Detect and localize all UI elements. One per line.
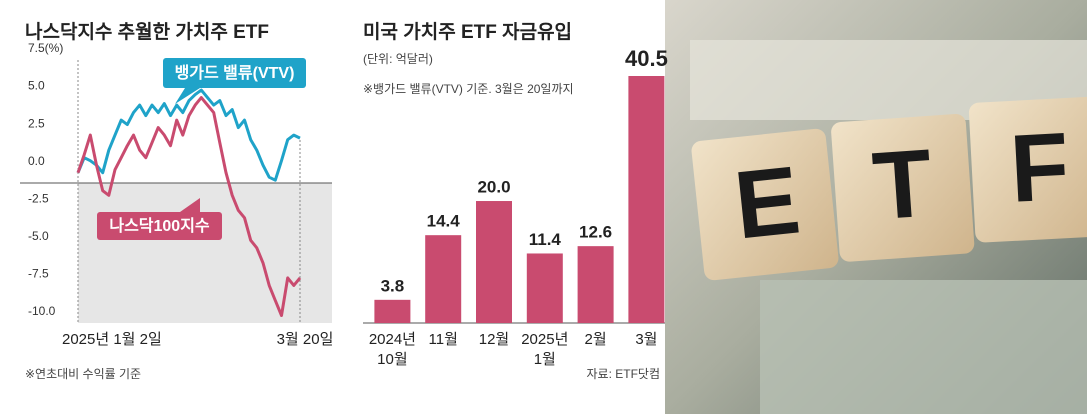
x-tick-label: 2025년 1월 xyxy=(521,331,568,368)
bar xyxy=(374,299,411,323)
y-tick-label: -5.0 xyxy=(28,229,49,243)
y-tick-label: 2.5 xyxy=(28,116,45,130)
negative-region xyxy=(78,183,332,323)
value-label: 14.4 xyxy=(427,212,461,231)
photo: E T F xyxy=(665,0,1087,414)
block xyxy=(691,128,839,281)
y-tick-label: 5.0 xyxy=(28,79,45,93)
x-tick-label: 11월 xyxy=(429,331,458,348)
legend-label: 나스닥100지수 xyxy=(109,217,210,235)
value-label: 12.6 xyxy=(579,223,612,242)
chart-title: 미국 가치주 ETF 자금유입 xyxy=(363,21,572,43)
x-tick-label: 3월 xyxy=(635,331,657,348)
value-label: 20.0 xyxy=(477,178,510,197)
legend-box xyxy=(163,58,306,88)
chart-note: ※뱅가드 밸류(VTV) 기준. 3월은 20일까지 xyxy=(363,82,574,96)
legend-box xyxy=(97,212,222,240)
legend-label: 뱅가드 밸류(VTV) xyxy=(175,64,295,82)
block-letter: T xyxy=(870,129,936,240)
block-letter: F xyxy=(1008,113,1072,223)
legend-pointer xyxy=(175,88,200,104)
block-letter: E xyxy=(730,146,805,259)
value-label: 40.5 xyxy=(625,46,668,71)
x-tick-label: 2월 xyxy=(585,331,607,348)
chart-title: 나스닥지수 추월한 가치주 ETF xyxy=(25,21,269,43)
footnote: ※연초대비 수익률 기준 xyxy=(25,367,141,381)
series-line xyxy=(76,88,301,182)
y-tick-label: 7.5(%) xyxy=(28,41,63,55)
value-label: 3.8 xyxy=(381,276,405,295)
y-tick-label: -10.0 xyxy=(28,304,56,318)
legend-pointer xyxy=(180,198,200,212)
chart-subtitle: (단위: 억달러) xyxy=(363,52,433,66)
bar xyxy=(628,76,665,323)
block xyxy=(831,113,975,262)
bar xyxy=(577,246,614,323)
bar xyxy=(476,201,512,323)
x-tick-label: 2025년 1월 2일 xyxy=(62,331,162,348)
banknote xyxy=(760,280,1087,414)
x-tick-label: 2024년 10월 xyxy=(369,331,416,368)
x-tick-label: 12월 xyxy=(479,331,510,348)
bar xyxy=(526,253,563,323)
source: 자료: ETF닷컴 xyxy=(587,367,661,381)
y-tick-label: 0.0 xyxy=(28,154,45,168)
bar xyxy=(425,235,462,323)
block xyxy=(968,96,1087,243)
y-tick-label: -7.5 xyxy=(28,267,49,281)
series-line xyxy=(76,96,302,317)
value-label: 11.4 xyxy=(529,230,562,249)
x-tick-label: 3월 20일 xyxy=(277,331,334,348)
y-tick-label: -2.5 xyxy=(28,191,49,205)
